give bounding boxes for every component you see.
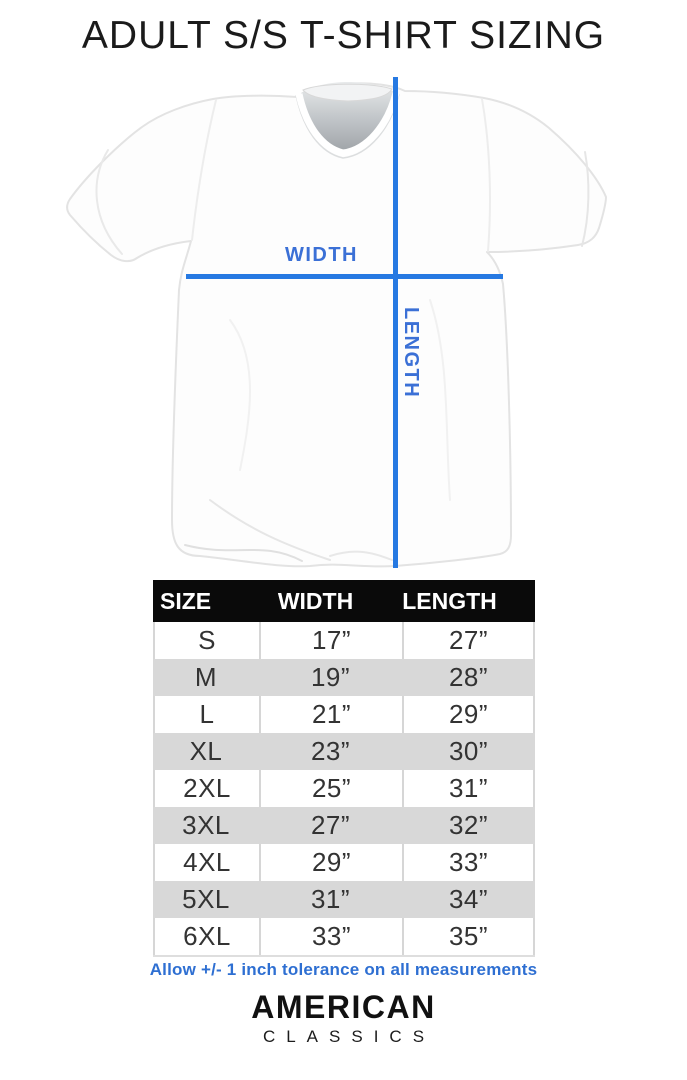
width-cell: 31”	[310, 884, 351, 914]
size-cell: XL	[189, 736, 223, 766]
tolerance-note: Allow +/- 1 inch tolerance on all measur…	[149, 960, 538, 979]
table-row: S 17” 27”	[153, 622, 535, 659]
length-label: LENGTH	[400, 307, 422, 399]
header-size: SIZE	[160, 587, 212, 614]
width-cell: 29”	[259, 844, 402, 881]
table-row: 5XL 31” 34”	[153, 881, 535, 918]
size-cell: 3XL	[182, 810, 230, 840]
header-width: WIDTH	[277, 587, 354, 614]
length-cell: 27”	[402, 622, 535, 659]
length-cell: 31”	[402, 770, 535, 807]
size-cell: 6XL	[153, 918, 259, 955]
length-cell: 35”	[402, 918, 535, 955]
table-row: 6XL 33” 35”	[153, 918, 535, 957]
table-row: 3XL 27” 32”	[153, 807, 535, 844]
brand-name-primary: AMERICAN	[251, 989, 436, 1025]
width-cell: 33”	[259, 918, 402, 955]
length-cell: 29”	[402, 696, 535, 733]
length-cell: 34”	[448, 884, 489, 914]
width-cell: 25”	[259, 770, 402, 807]
size-cell: L	[153, 696, 259, 733]
size-cell: M	[194, 662, 218, 692]
length-cell: 28”	[448, 662, 489, 692]
size-cell: 2XL	[153, 770, 259, 807]
table-row: XL 23” 30”	[153, 733, 535, 770]
tshirt-image	[66, 82, 607, 568]
width-measure-line	[186, 274, 503, 279]
table-row: 4XL 29” 33”	[153, 844, 535, 881]
length-measure-line	[393, 77, 398, 568]
size-cell: S	[153, 622, 259, 659]
width-cell: 27”	[310, 810, 351, 840]
tshirt-collar	[295, 82, 400, 159]
brand-logo: AMERICAN CLASSICS	[0, 989, 687, 1048]
table-row: L 21” 29”	[153, 696, 535, 733]
size-cell: 5XL	[182, 884, 230, 914]
table-row: 2XL 25” 31”	[153, 770, 535, 807]
width-cell: 23”	[310, 736, 351, 766]
width-label: WIDTH	[284, 244, 358, 266]
width-cell: 21”	[259, 696, 402, 733]
width-cell: 17”	[259, 622, 402, 659]
size-cell: 4XL	[153, 844, 259, 881]
width-cell: 19”	[310, 662, 351, 692]
size-table: SIZE WIDTH LENGTH S 17” 27” M 19” 28” L …	[153, 580, 535, 957]
table-row: M 19” 28”	[153, 659, 535, 696]
table-header-row: SIZE WIDTH LENGTH	[153, 580, 535, 622]
length-cell: 30”	[448, 736, 489, 766]
length-cell: 33”	[402, 844, 535, 881]
brand-name-secondary: CLASSICS	[262, 1027, 436, 1046]
page-title: ADULT S/S T-SHIRT SIZING	[81, 14, 606, 57]
length-cell: 32”	[448, 810, 489, 840]
header-length: LENGTH	[402, 587, 497, 614]
